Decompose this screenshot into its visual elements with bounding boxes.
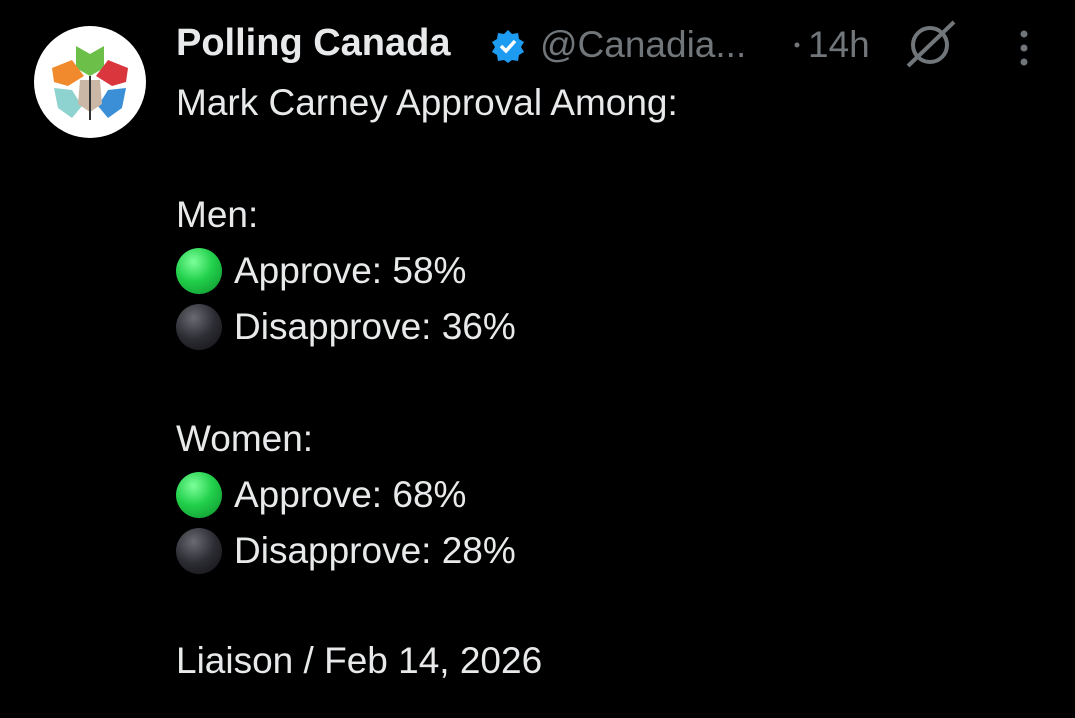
- author-name[interactable]: Polling Canada: [176, 22, 451, 64]
- verified-badge: [492, 30, 524, 63]
- disapprove-line: Disapprove: 28%: [234, 530, 516, 571]
- black-circle: [176, 304, 222, 350]
- separator-dot: [794, 42, 800, 48]
- grok-icon[interactable]: [902, 18, 958, 70]
- avatar[interactable]: [32, 24, 150, 142]
- green-circle: [176, 472, 222, 518]
- more-menu[interactable]: [1014, 28, 1034, 68]
- approve-line: Approve: 58%: [234, 250, 467, 291]
- group-label: Women:: [176, 418, 314, 459]
- source-line: Liaison / Feb 14, 2026: [176, 640, 543, 681]
- disapprove-line: Disapprove: 36%: [234, 306, 516, 347]
- post-title: Mark Carney Approval Among:: [176, 82, 678, 123]
- group-label: Men:: [176, 194, 259, 235]
- black-circle: [176, 528, 222, 574]
- author-handle[interactable]: @Canadia...: [540, 24, 747, 65]
- approve-line: Approve: 68%: [234, 474, 467, 515]
- post-time[interactable]: 14h: [808, 24, 870, 65]
- green-circle: [176, 248, 222, 294]
